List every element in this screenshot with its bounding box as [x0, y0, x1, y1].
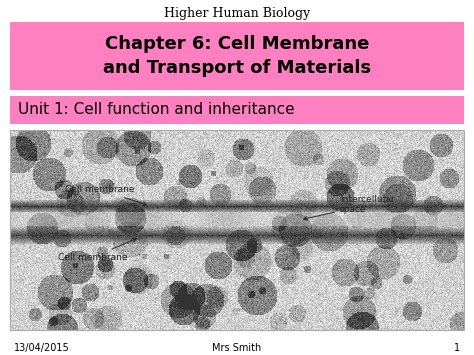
Bar — [10, 96, 464, 124]
Text: 1: 1 — [454, 343, 460, 353]
Text: Cell membrane: Cell membrane — [58, 238, 137, 262]
Text: Unit 1: Cell function and inheritance: Unit 1: Cell function and inheritance — [18, 103, 295, 118]
Text: Higher Human Biology: Higher Human Biology — [164, 7, 310, 21]
Text: Intercellular
space: Intercellular space — [304, 195, 395, 220]
Bar — [10, 130, 464, 330]
Text: Mrs Smith: Mrs Smith — [212, 343, 262, 353]
Bar — [10, 22, 464, 90]
Text: Chapter 6: Cell Membrane
and Transport of Materials: Chapter 6: Cell Membrane and Transport o… — [103, 35, 371, 77]
Text: 13/04/2015: 13/04/2015 — [14, 343, 70, 353]
Text: Cell membrane: Cell membrane — [65, 185, 146, 206]
